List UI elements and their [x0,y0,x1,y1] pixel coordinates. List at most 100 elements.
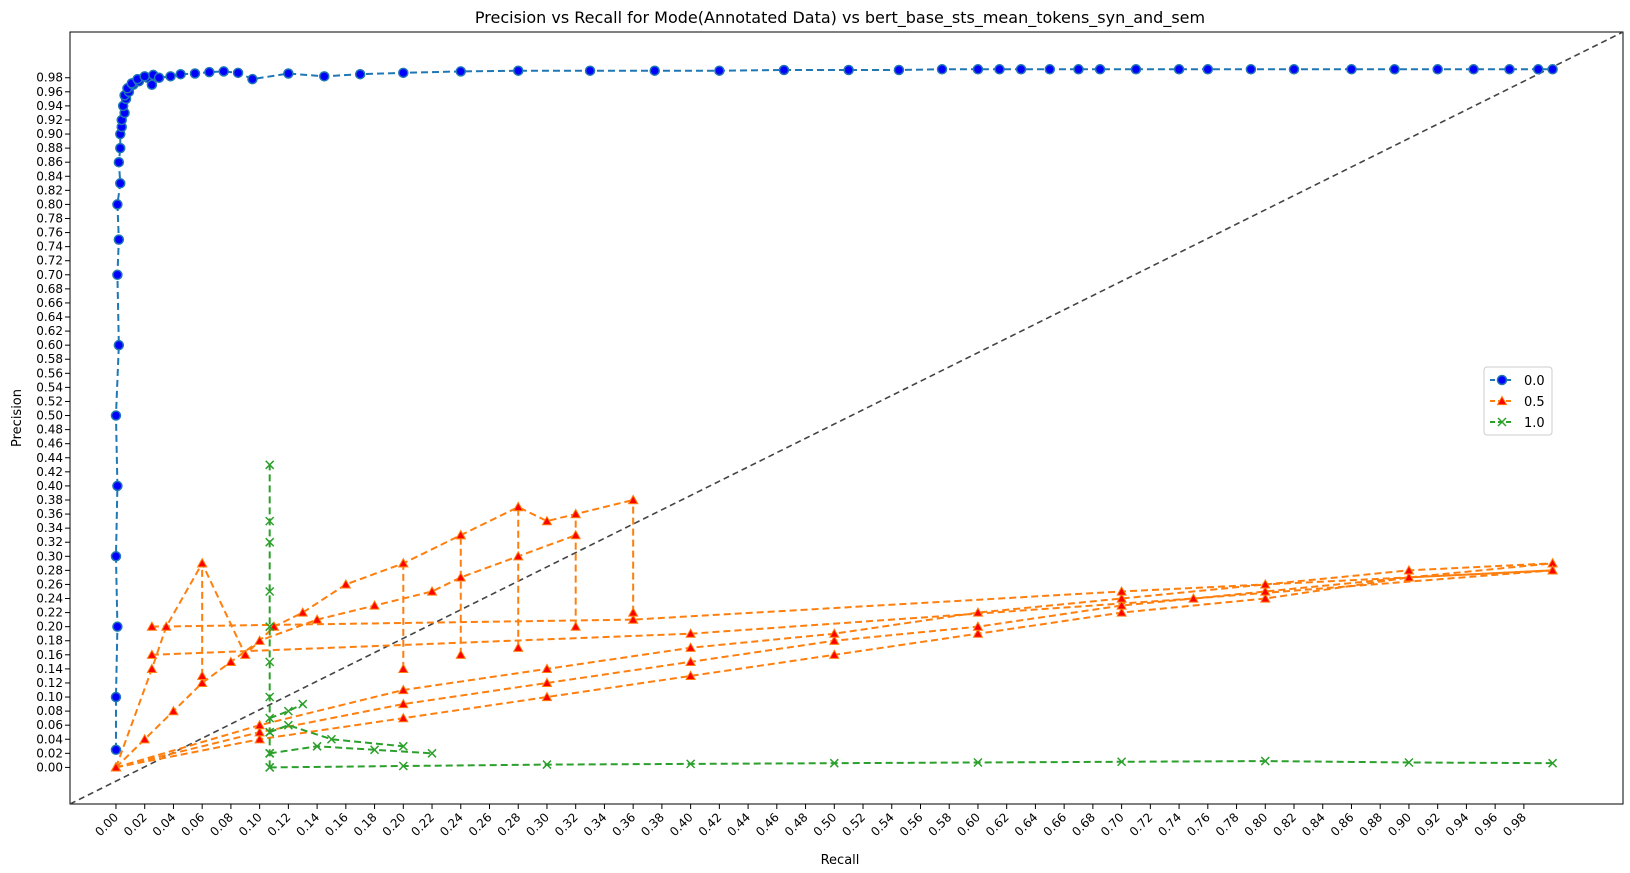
data-point [426,585,438,596]
data-point [146,621,158,631]
data-point [570,621,582,631]
data-point [283,706,293,716]
y-tick-label: 0.56 [36,366,63,380]
data-point [1389,64,1400,75]
y-tick-label: 0.80 [36,197,63,211]
y-tick-label: 0.36 [36,507,63,521]
y-tick-label: 0.26 [36,577,63,591]
data-point [1073,64,1084,75]
x-tick-label: 0.92 [1414,810,1443,839]
data-point [1188,592,1199,603]
data-point [397,557,409,568]
data-point [1259,578,1271,589]
y-tick-label: 0.90 [36,127,63,141]
data-point [1260,756,1270,766]
x-tick-label: 0.58 [926,810,955,839]
y-tick-label: 0.94 [36,99,63,113]
x-tick-label: 0.28 [495,810,524,839]
data-point [397,698,409,709]
y-tick-label: 0.52 [36,394,63,408]
series-line [269,760,1553,769]
y-tick-label: 0.78 [36,211,63,225]
data-point [829,758,839,768]
y-tick-label: 0.14 [36,662,63,676]
series-line [151,569,1553,656]
x-tick-label: 0.24 [437,810,466,839]
data-point [627,494,639,505]
y-tick-label: 0.16 [36,648,63,662]
data-point [204,66,215,78]
data-point [541,691,553,702]
data-point [112,621,123,632]
data-point [685,642,696,652]
data-point [1547,64,1558,75]
series-line [269,724,404,748]
y-axis-title: Precision [10,389,25,447]
x-tick-label: 0.72 [1127,810,1156,839]
data-point [1116,592,1127,603]
data-point [196,670,208,681]
data-point [1015,64,1027,75]
data-point [972,621,984,631]
x-tick-label: 0.38 [638,810,667,839]
data-point [994,64,1005,75]
x-tick-label: 0.48 [782,810,811,839]
data-point [319,71,330,82]
data-point [1116,600,1127,610]
data-point [110,761,122,772]
data-point [455,66,467,77]
x-tick-label: 0.10 [236,810,265,839]
data-point [175,68,186,80]
data-point [112,269,123,281]
legend-label: 0.5 [1524,395,1545,410]
data-point [189,68,201,79]
x-tick-label: 0.30 [523,810,552,839]
y-tick-label: 0.60 [36,338,63,352]
x-tick-label: 0.70 [1098,810,1127,839]
y-tick-label: 0.22 [36,606,63,620]
x-tick-label: 0.08 [207,810,236,839]
data-point [311,614,323,624]
y-tick-label: 0.86 [36,155,63,169]
data-point [326,734,336,744]
series-line [115,534,577,769]
data-point [110,551,122,562]
data-point [512,65,524,76]
data-point [714,65,725,76]
data-point [1202,64,1214,75]
y-tick-label: 0.02 [36,746,63,760]
y-tick-label: 0.42 [36,465,63,479]
data-point [685,628,696,638]
y-tick-label: 0.72 [36,254,63,268]
data-point [1259,592,1271,603]
x-tick-label: 0.40 [667,810,696,839]
y-tick-label: 0.10 [36,690,63,704]
y-tick-label: 0.64 [36,310,63,324]
y-tick-label: 0.70 [36,268,63,282]
x-tick-label: 0.94 [1443,810,1472,839]
x-tick-label: 0.04 [150,810,179,839]
data-point [398,741,408,751]
data-point [1404,757,1414,768]
legend-label: 1.0 [1524,416,1545,431]
y-tick-label: 0.44 [36,451,63,465]
data-point [265,657,275,667]
x-tick-label: 0.32 [552,810,581,839]
y-tick-label: 0.58 [36,352,63,366]
diagonal-reference-line [70,32,1623,804]
y-tick-label: 0.74 [36,240,63,254]
data-point [283,68,294,79]
legend-item: 1.0 [1490,416,1545,431]
data-point [254,733,265,744]
data-point [312,741,322,751]
x-tick-label: 0.80 [1242,810,1271,839]
y-tick-label: 0.08 [36,704,63,718]
data-point [1403,564,1415,575]
data-point [265,622,275,632]
data-point [369,600,380,610]
plot-area [69,31,1624,805]
y-tick-label: 0.06 [36,718,63,732]
series-line [269,703,304,720]
data-point [254,719,265,730]
data-point [196,677,208,688]
